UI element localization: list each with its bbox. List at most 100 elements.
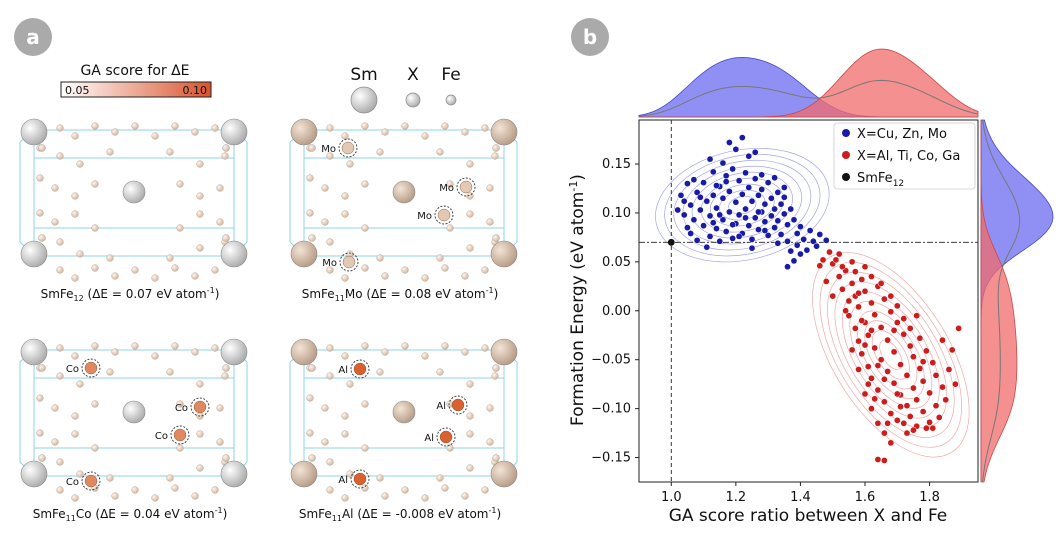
point-blue [755,191,762,199]
legend-marker-blue [842,129,850,137]
point-red [858,276,866,283]
point-blue [822,236,830,244]
point-blue [690,216,698,224]
point-red [858,350,866,358]
point-red [887,292,895,300]
point-red [816,262,824,270]
point-red [910,353,917,361]
point-blue [729,165,736,173]
point-blue [732,198,740,206]
point-blue [787,205,795,213]
point-blue [709,219,717,227]
point-red [910,384,917,392]
colorbar-min-label: 0.05 [65,84,90,97]
y-tick-label: 0.00 [602,304,631,319]
point-blue [771,205,778,213]
structure-caption-3: SmFe11Co (ΔE = 0.04 eV atom-1) [33,506,228,523]
point-blue [716,211,724,219]
point-red [903,429,911,437]
structure-caption-4: SmFe11Al (ΔE = -0.008 eV atom-1) [299,506,501,523]
dopant-label: Al [424,433,434,444]
point-red [906,413,914,420]
point-red [910,426,917,434]
chart-legend: X=Cu, Zn, Mo X=Al, Ti, Co, Ga SmFe12 [833,122,976,190]
point-red [851,325,859,332]
point-blue [729,235,736,242]
point-blue [742,205,749,213]
point-blue [784,221,791,229]
structure-4: Al Al Al Al [289,338,518,502]
point-red [893,319,901,326]
point-red [845,312,853,320]
point-red [845,297,853,305]
svg-text:b: b [583,25,597,49]
point-red [861,263,869,271]
right-marginal-total [982,119,1021,483]
dopant-label: Al [436,401,446,412]
point-red [855,337,862,345]
point-blue [684,224,691,231]
dopant-label: Co [175,403,188,414]
point-red [826,248,833,256]
x-axis: 1.0 1.2 1.4 1.6 1.8 [661,482,940,505]
point-red [929,359,937,366]
point-red [884,419,891,427]
point-red [948,346,956,354]
colorbar: GA score for ΔE 0.05 0.10 [60,63,212,98]
point-blue [780,184,788,191]
scatter-points [667,134,962,464]
structure-caption-2: SmFe11Mo (ΔE = 0.08 eV atom-1) [302,286,499,303]
point-red [906,342,914,350]
structure-3: Co Co Co Co [19,338,248,502]
point-red [835,250,843,258]
point-red [868,327,875,334]
point-blue [674,206,682,214]
point-red [916,334,924,342]
contour-line [812,252,970,458]
point-red [848,346,856,354]
point-blue [726,208,733,216]
point-red [952,380,959,388]
point-blue [677,191,685,199]
structure-2: Mo Mo Mo Mo [289,118,518,282]
point-red [881,375,888,383]
point-red [922,424,930,432]
point-red [864,363,872,370]
x-axis-label: GA score ratio between X and Fe [669,506,948,526]
contour-line [819,261,963,448]
atom-legend-x: X [407,65,419,85]
point-blue [797,223,804,230]
point-blue [806,227,814,234]
point-red [884,336,891,344]
panel-b-badge: b [571,18,609,56]
point-red [890,348,898,356]
point-blue [748,236,756,243]
point-red [835,273,843,280]
dopant-label: Mo [417,211,432,222]
point-blue [800,236,808,243]
point-red [864,380,872,388]
point-blue [738,134,746,141]
point-blue [755,208,762,216]
point-red [893,417,901,424]
legend-marker-red [842,151,850,159]
contour-line [664,153,821,257]
point-red [877,324,885,331]
point-red [919,377,927,385]
top-marginal-red [639,48,979,118]
point-red [877,356,885,364]
contour-line [655,147,830,263]
point-blue [777,231,785,238]
point-blue [758,171,766,179]
y-axis-label: Formation Energy (eV atom-1) [567,174,588,426]
point-blue [693,189,701,196]
point-blue [706,212,714,220]
point-blue [764,179,772,186]
point-red [848,280,856,287]
point-blue [709,191,717,199]
point-blue [696,193,704,201]
point-blue [713,225,720,232]
point-red [893,390,901,398]
atom-legend-fe: Fe [441,65,460,85]
crystal-structures: SmFe12 (ΔE = 0.07 eV atom-1) Mo Mo Mo Mo SmFe… [19,118,518,523]
